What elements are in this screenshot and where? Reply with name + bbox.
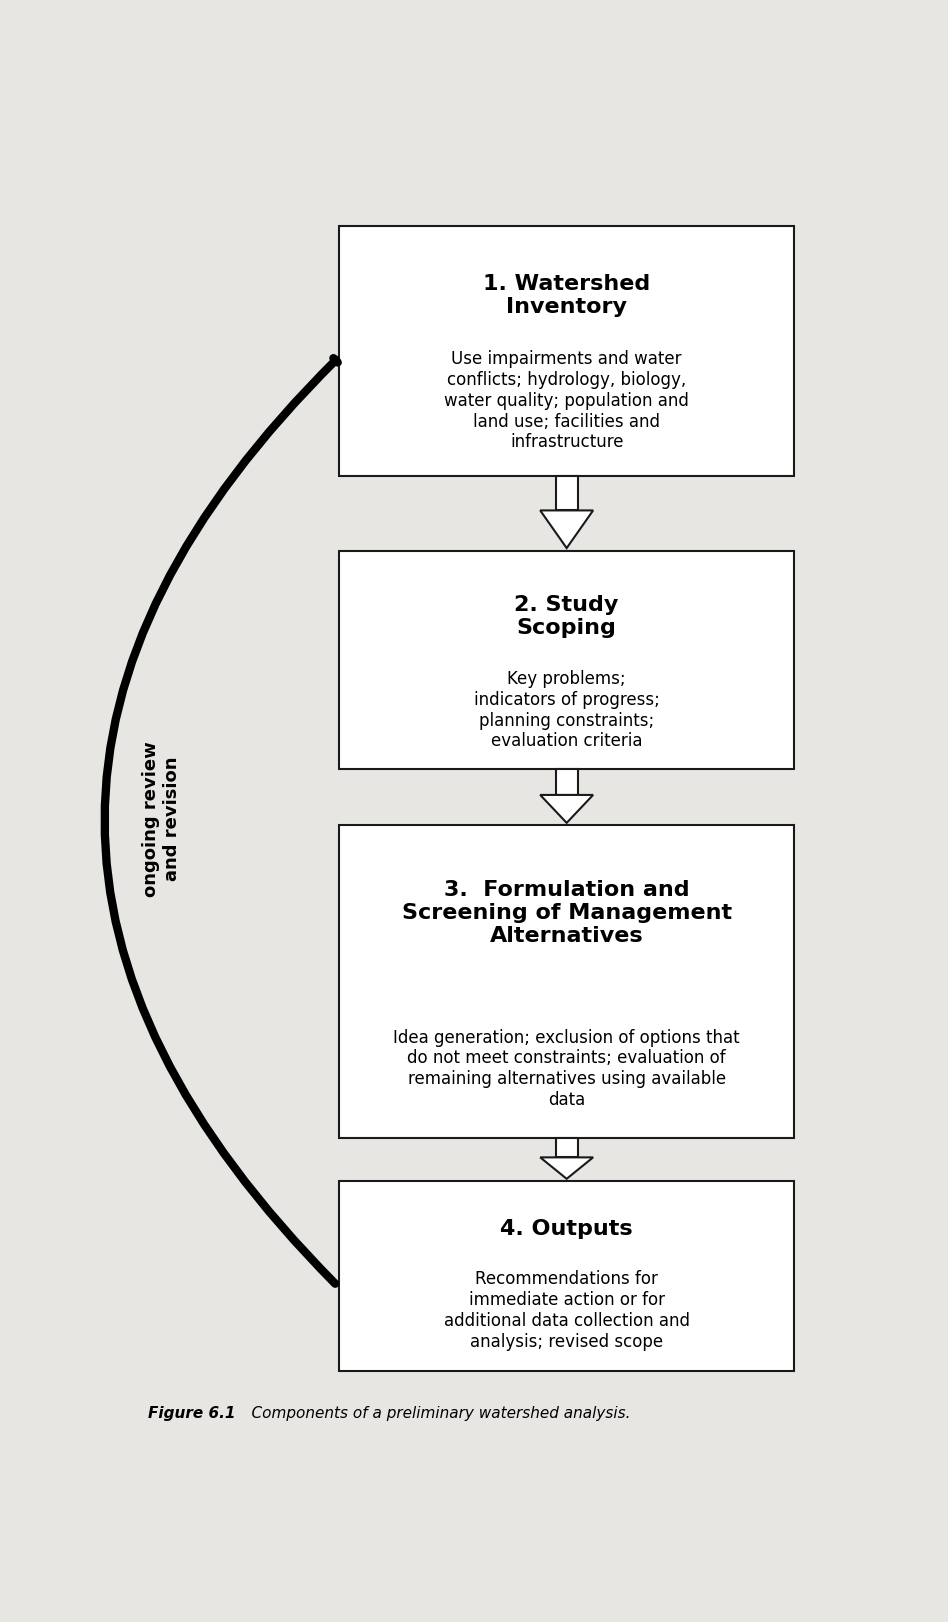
FancyBboxPatch shape [338,550,794,769]
Text: Key problems;
indicators of progress;
planning constraints;
evaluation criteria: Key problems; indicators of progress; pl… [474,670,660,751]
Text: 1. Watershed
Inventory: 1. Watershed Inventory [483,274,650,318]
Text: Components of a preliminary watershed analysis.: Components of a preliminary watershed an… [232,1406,630,1421]
FancyBboxPatch shape [556,769,577,795]
Text: Idea generation; exclusion of options that
do not meet constraints; evaluation o: Idea generation; exclusion of options th… [393,1028,740,1109]
Polygon shape [540,1158,593,1179]
Text: Use impairments and water
conflicts; hydrology, biology,
water quality; populati: Use impairments and water conflicts; hyd… [445,350,689,451]
Polygon shape [540,795,593,822]
Text: Figure 6.1: Figure 6.1 [148,1406,235,1421]
FancyBboxPatch shape [338,1181,794,1371]
FancyBboxPatch shape [556,1137,577,1158]
FancyBboxPatch shape [556,475,577,511]
Text: 4. Outputs: 4. Outputs [501,1218,633,1239]
Text: 3.  Formulation and
Screening of Management
Alternatives: 3. Formulation and Screening of Manageme… [402,879,732,946]
FancyBboxPatch shape [338,225,794,475]
Polygon shape [540,511,593,548]
Text: ongoing review
and revision: ongoing review and revision [141,741,180,897]
FancyBboxPatch shape [338,826,794,1137]
Text: Recommendations for
immediate action or for
additional data collection and
analy: Recommendations for immediate action or … [444,1270,689,1351]
Text: 2. Study
Scoping: 2. Study Scoping [515,595,619,637]
